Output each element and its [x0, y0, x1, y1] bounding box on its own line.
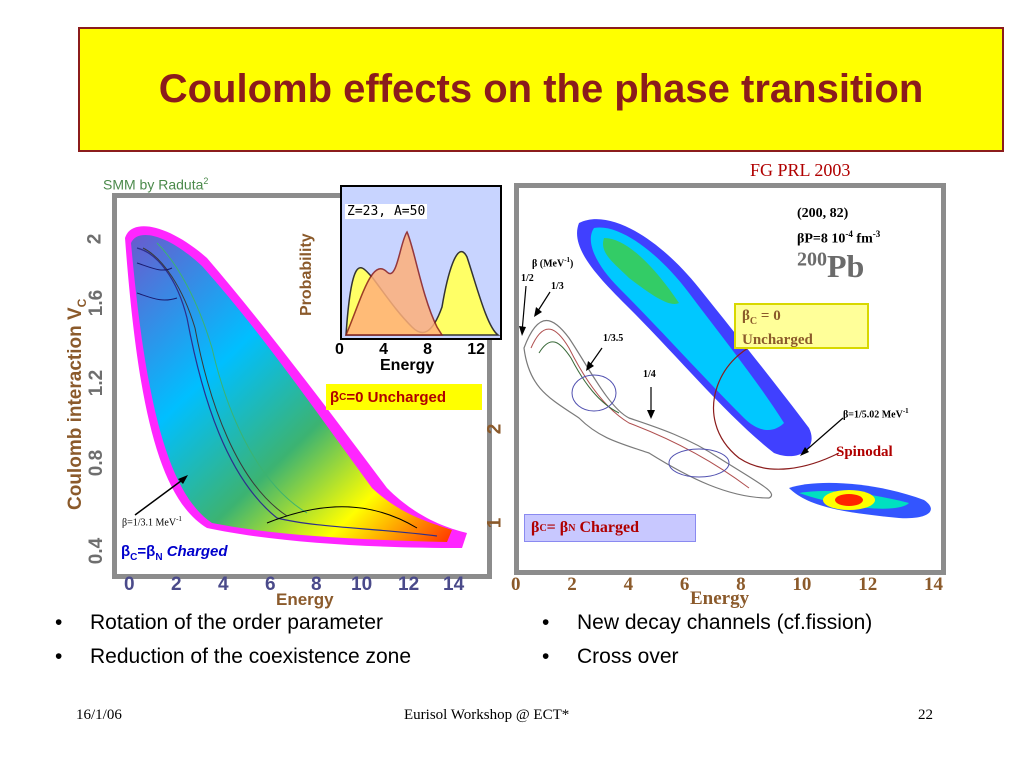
inset-x-tick-3: 12 — [467, 341, 485, 358]
right-uncharged-label: βC = 0 Uncharged — [734, 303, 869, 349]
left-x-tick-2: 4 — [218, 574, 229, 595]
left-x-axis-label: Energy — [276, 590, 334, 609]
right-x-axis-label: Energy — [690, 588, 750, 609]
right-nucleus: 200Pb — [797, 248, 865, 284]
right-arrows-icon — [519, 285, 844, 456]
right-x-tick-0: 0 — [511, 574, 521, 595]
right-x-tick-2: 4 — [623, 574, 634, 595]
right-x-tick-1: 2 — [567, 574, 577, 595]
right-plot-area — [519, 188, 941, 570]
right-beta-half: 1/2 — [521, 273, 534, 284]
left-x-tick-3: 6 — [265, 574, 276, 595]
right-y-tick-0: 1 — [484, 517, 506, 529]
inset-x-tick-0: 0 — [335, 341, 344, 358]
left-charged-label: βC=βN Charged — [121, 543, 228, 563]
left-y-tick-0: 0.4 — [86, 537, 108, 565]
right-beta-third: 1/3 — [551, 281, 564, 292]
right-beta-quarter: 1/4 — [643, 369, 656, 380]
inset-x-tick-2: 8 — [423, 341, 433, 358]
left-x-tick-6: 12 — [398, 574, 420, 595]
left-y-tick-1: 0.8 — [86, 449, 108, 477]
right-reference: FG PRL 2003 — [750, 160, 851, 180]
title-box: Coulomb effects on the phase transition — [78, 27, 1004, 152]
left-y-tick-2: 1.2 — [86, 369, 108, 397]
left-density-plot — [125, 226, 467, 548]
right-y-tick-1: 2 — [484, 423, 506, 435]
right-spinodal-label: Spinodal — [836, 444, 893, 460]
right-beta-5-02: β=1/5.02 MeV-1 — [843, 407, 909, 421]
inset-frame — [340, 185, 502, 340]
right-x-tick-7: 14 — [923, 574, 943, 595]
left-arrow-label: β=1/3.1 MeV-1 — [122, 515, 182, 529]
slide-title: Coulomb effects on the phase transition — [158, 67, 924, 111]
bullets-left: • Rotation of the order parameter • Reduct… — [55, 606, 535, 674]
bullet-item: • Cross over — [542, 645, 679, 668]
right-x-tick-3: 6 — [679, 574, 690, 595]
inset-x-ticks: 0 4 8 12 — [335, 341, 485, 359]
bullet-item: • New decay channels (cf.fission) — [542, 611, 873, 634]
right-params: (200, 82) βP=8 10-4 fm-3 — [797, 206, 881, 247]
left-arrow-icon — [134, 475, 188, 516]
inset-distribution-plot — [344, 230, 500, 336]
left-x-tick-4: 8 — [311, 574, 322, 595]
inset-x-tick-1: 4 — [379, 341, 388, 358]
right-beta-axis-label: β (MeV-1) — [532, 256, 574, 270]
left-x-tick-1: 2 — [171, 574, 182, 595]
left-source-label: SMM by Raduta2 — [103, 176, 209, 193]
left-y-tick-3: 1.6 — [86, 289, 108, 317]
inset-x-axis-label: Energy — [380, 357, 435, 374]
left-x-tick-5: 10 — [351, 574, 373, 595]
footer-event: Eurisol Workshop @ ECT* — [404, 707, 570, 723]
right-x-tick-5: 10 — [792, 574, 812, 595]
right-x-ticks: 0 2 4 6 8 10 12 14 — [511, 574, 943, 596]
inset-uncharged-label: β C =0 Uncharged — [326, 384, 482, 410]
right-x-tick-4: 8 — [736, 574, 746, 595]
bullet-item: • Reduction of the coexistence zone — [55, 645, 412, 668]
left-x-tick-7: 14 — [443, 574, 465, 595]
right-beta-3-5: 1/3.5 — [603, 333, 624, 344]
footer-date: 16/1/06 — [76, 707, 122, 723]
bullet-item: • Rotation of the order parameter — [55, 611, 383, 634]
right-density-plot — [523, 219, 931, 519]
left-y-tick-4: 2 — [84, 233, 106, 245]
inset-system-label: Z=23, A=50 — [345, 204, 428, 219]
bullets-right: • New decay channels (cf.fission) • Cross … — [542, 606, 1002, 674]
right-x-tick-6: 12 — [858, 574, 878, 595]
footer-page-number: 22 — [918, 707, 933, 723]
left-x-tick-0: 0 — [124, 574, 135, 595]
